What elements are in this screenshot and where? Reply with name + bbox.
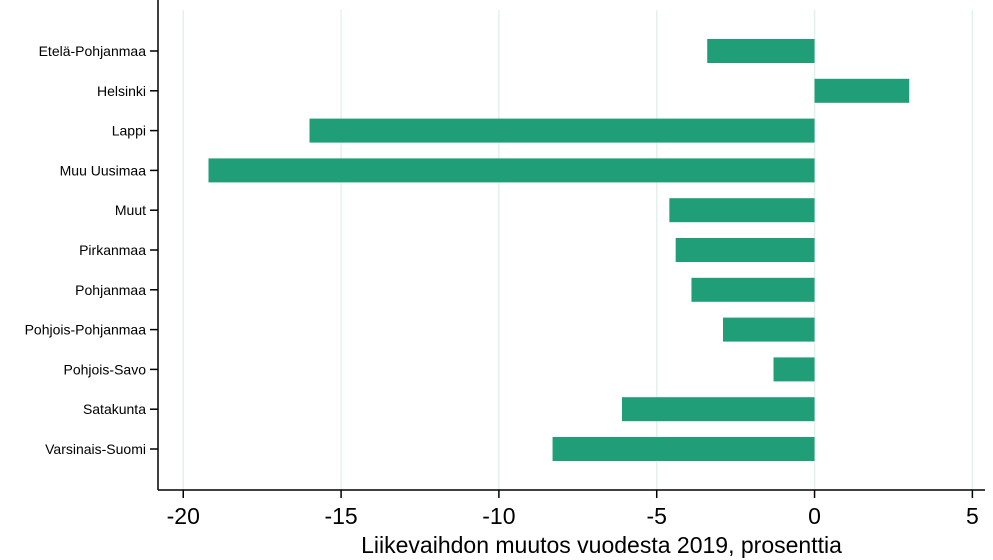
- x-tick-labels: -20 -15 -10 -5 0 5: [167, 503, 979, 529]
- bar: [669, 198, 815, 223]
- category-label: Pohjanmaa: [75, 282, 146, 298]
- category-label: Pohjois-Savo: [64, 361, 147, 377]
- bar: [309, 118, 815, 143]
- bar: [773, 357, 815, 382]
- category-label: Etelä-Pohjanmaa: [39, 43, 147, 59]
- x-tick-label: 5: [966, 503, 979, 529]
- x-tick-label: -20: [167, 503, 200, 529]
- category-label: Varsinais-Suomi: [45, 441, 146, 457]
- bar: [622, 397, 815, 422]
- category-label: Pohjois-Pohjanmaa: [25, 322, 147, 338]
- x-axis-title: Liikevaihdon muutos vuodesta 2019, prose…: [361, 532, 842, 558]
- category-label: Satakunta: [83, 401, 146, 417]
- category-label: Muu Uusimaa: [60, 162, 147, 178]
- bar: [707, 39, 815, 63]
- axes: [150, 0, 985, 498]
- x-tick-label: -10: [482, 503, 515, 529]
- category-label: Pirkanmaa: [79, 242, 146, 258]
- bars: [208, 39, 910, 461]
- bar: [691, 277, 815, 302]
- bar: [723, 317, 815, 342]
- bar: [552, 437, 815, 461]
- category-labels: Etelä-Pohjanmaa Helsinki Lappi Muu Uusimaa M…: [25, 43, 147, 457]
- category-label: Muut: [115, 202, 146, 218]
- x-tick-label: -5: [646, 503, 666, 529]
- bar: [814, 78, 910, 103]
- x-tick-label: -15: [324, 503, 357, 529]
- x-tick-label: 0: [808, 503, 821, 529]
- category-label: Helsinki: [97, 83, 146, 99]
- bar: [675, 238, 815, 262]
- bar: [208, 158, 815, 183]
- category-label: Lappi: [112, 123, 146, 139]
